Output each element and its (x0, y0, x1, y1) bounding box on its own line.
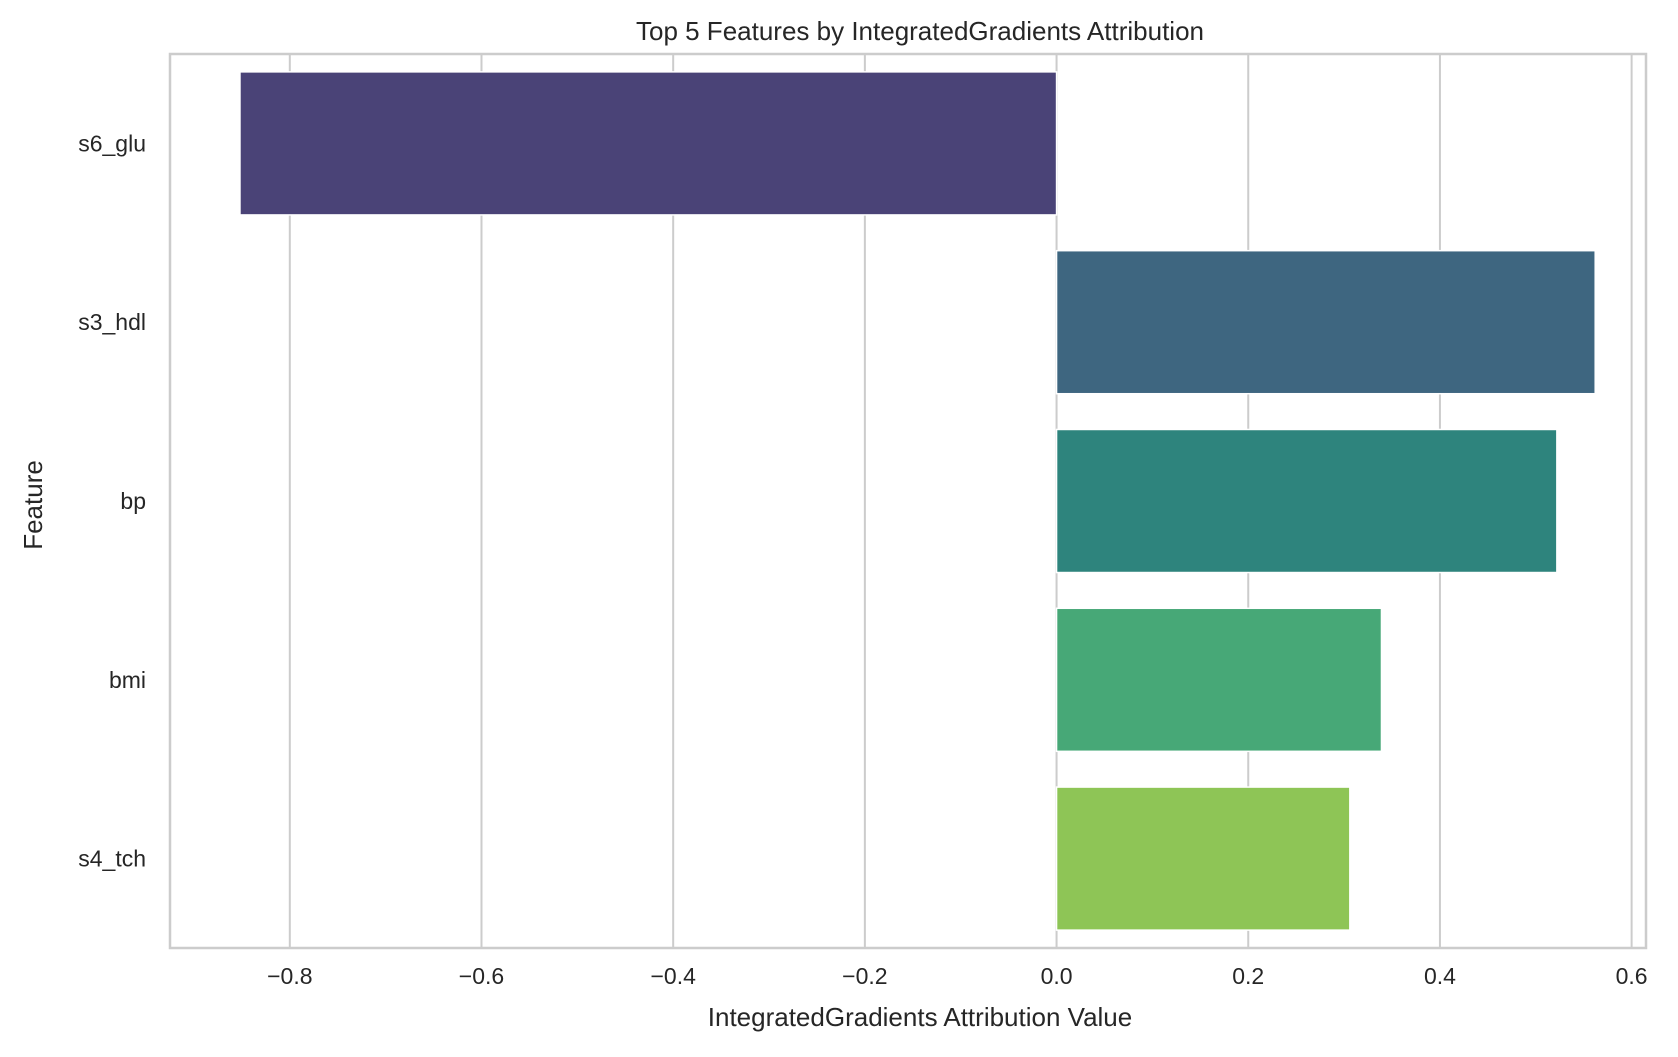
bar-bp (1055, 428, 1558, 574)
y-tick-label: s4_tch (78, 846, 146, 872)
x-tick-label: 0.4 (1424, 963, 1456, 989)
y-axis-label: Feature (18, 460, 48, 550)
y-tick-label: bmi (109, 667, 146, 693)
y-tick-label: s3_hdl (78, 309, 146, 335)
y-tick-label: bp (120, 488, 146, 514)
bar-s6-glu (239, 71, 1058, 216)
chart-title: Top 5 Features by IntegratedGradients At… (636, 16, 1204, 46)
x-tick-label: −0.2 (842, 963, 887, 989)
x-tick-label: −0.4 (650, 963, 696, 989)
x-tick-label: −0.6 (459, 963, 504, 989)
bars (239, 71, 1596, 931)
x-tick-labels: −0.8 −0.6 −0.4 −0.2 0.0 0.2 0.4 0.6 (267, 963, 1648, 989)
plot-frame (168, 52, 1648, 950)
x-axis-label: IntegratedGradients Attribution Value (708, 1002, 1132, 1032)
x-tick-label: 0.2 (1232, 963, 1264, 989)
bar-bmi (1055, 607, 1383, 753)
y-tick-label: s6_glu (78, 130, 146, 156)
bar-s3-hdl (1055, 249, 1596, 395)
x-tick-label: −0.8 (267, 963, 312, 989)
x-tick-label: 0.0 (1041, 963, 1073, 989)
x-tick-label: 0.6 (1616, 963, 1648, 989)
bar-s4-tch (1055, 786, 1351, 931)
